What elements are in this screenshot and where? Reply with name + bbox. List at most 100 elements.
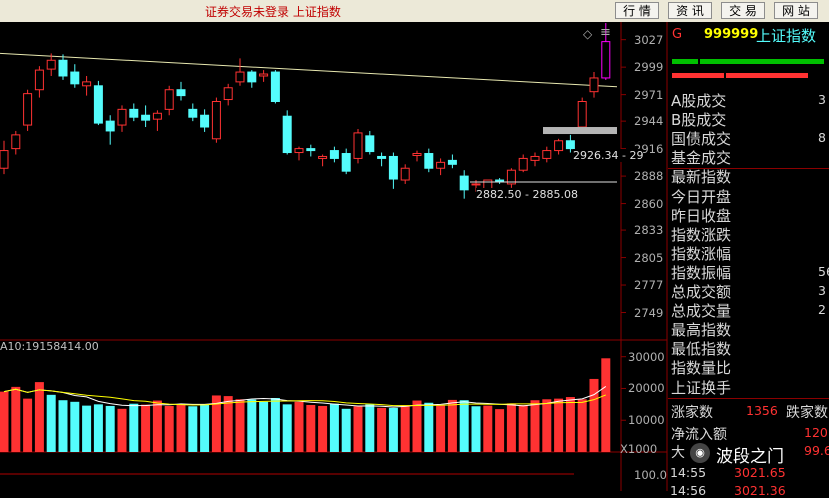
news-button[interactable]: 资 讯 [668,2,712,19]
candle[interactable] [318,154,328,167]
volume-bar[interactable] [93,404,103,452]
volume-bar[interactable] [235,399,245,452]
volume-bar[interactable] [565,397,575,452]
volume-bar[interactable] [506,403,516,452]
volume-bar[interactable] [82,405,92,452]
menu-icon[interactable]: ≡ [600,25,611,40]
candle[interactable] [259,70,269,82]
candle[interactable] [176,81,186,101]
volume-bar[interactable] [105,405,115,452]
candle[interactable] [282,110,292,155]
volume-bars[interactable] [0,358,611,452]
candle[interactable] [270,70,280,104]
candle[interactable] [247,70,257,88]
candle[interactable] [211,97,221,143]
volume-bar[interactable] [259,401,269,452]
volume-bar[interactable] [294,401,304,452]
candle[interactable] [0,140,9,175]
volume-bar[interactable] [424,402,434,452]
candle[interactable] [601,22,611,80]
candle[interactable] [306,144,316,157]
candle[interactable] [565,134,575,153]
volume-bar[interactable] [459,400,469,452]
candle[interactable] [34,66,44,98]
volume-bar[interactable] [518,404,528,452]
candle[interactable] [530,152,540,167]
volume-bar[interactable] [577,399,587,452]
trade-button[interactable]: 交 易 [721,2,765,19]
volume-bar[interactable] [412,400,422,452]
volume-bar[interactable] [530,400,540,452]
candle[interactable] [518,154,528,173]
quote-button[interactable]: 行 情 [615,2,659,19]
candle[interactable] [58,54,68,80]
volume-bar[interactable] [400,405,410,452]
volume-bar[interactable] [447,399,457,452]
candle[interactable] [400,164,410,184]
volume-bar[interactable] [46,394,56,452]
candle[interactable] [141,105,151,128]
candle[interactable] [589,72,599,98]
candle[interactable] [46,53,56,76]
candle[interactable] [353,128,363,164]
volume-bar[interactable] [542,399,552,452]
candle[interactable] [117,105,127,132]
candle[interactable] [412,150,422,162]
volume-bar[interactable] [200,404,210,452]
candle[interactable] [542,146,552,163]
volume-bar[interactable] [211,395,221,452]
volume-bar[interactable] [353,406,363,452]
volume-bar[interactable] [554,398,564,452]
volume-bar[interactable] [388,407,398,452]
volume-bar[interactable] [436,405,446,452]
volume-bar[interactable] [152,400,162,452]
candle[interactable] [495,178,505,184]
candle[interactable] [235,58,245,86]
volume-bar[interactable] [377,407,387,452]
candle[interactable] [223,83,233,106]
diamond-icon[interactable]: ◇ [583,27,593,41]
volume-bar[interactable] [188,406,198,452]
candle[interactable] [447,154,457,169]
volume-bar[interactable] [329,403,339,452]
website-button[interactable]: 网 站 [774,2,818,19]
volume-bar[interactable] [306,404,316,452]
candle[interactable] [329,146,339,163]
volume-bar[interactable] [601,358,611,452]
candle[interactable] [341,148,351,175]
volume-bar[interactable] [223,396,233,452]
candle[interactable] [188,103,198,122]
candle[interactable] [554,138,564,155]
volume-bar[interactable] [70,401,80,452]
volume-bar[interactable] [129,403,139,452]
volume-bar[interactable] [589,378,599,452]
volume-bar[interactable] [365,404,375,452]
volume-bar[interactable] [23,398,33,452]
candle[interactable] [294,146,304,161]
candle[interactable] [436,158,446,176]
candle[interactable] [164,85,174,116]
candle[interactable] [70,64,80,88]
volume-bar[interactable] [117,408,127,452]
volume-bar[interactable] [164,405,174,452]
candle[interactable] [424,148,434,173]
candle[interactable] [23,89,33,131]
volume-bar[interactable] [58,400,68,452]
volume-bar[interactable] [341,408,351,452]
candle[interactable] [11,130,21,155]
chart-area[interactable]: 3027 2999 2971 2944 2916 2888 2860 2833 2805 2777… [0,22,829,498]
candles[interactable] [0,22,611,199]
volume-bar[interactable] [483,405,493,452]
candle[interactable] [129,103,139,122]
volume-bar[interactable] [0,391,9,452]
candle[interactable] [93,80,103,126]
candle[interactable] [82,75,92,96]
candle[interactable] [105,115,115,145]
candle[interactable] [388,152,398,189]
volume-bar[interactable] [495,409,505,452]
volume-bar[interactable] [247,399,257,452]
candlestick-chart[interactable] [0,22,829,491]
candle[interactable] [200,109,210,132]
volume-bar[interactable] [141,404,151,452]
volume-bar[interactable] [176,404,186,452]
